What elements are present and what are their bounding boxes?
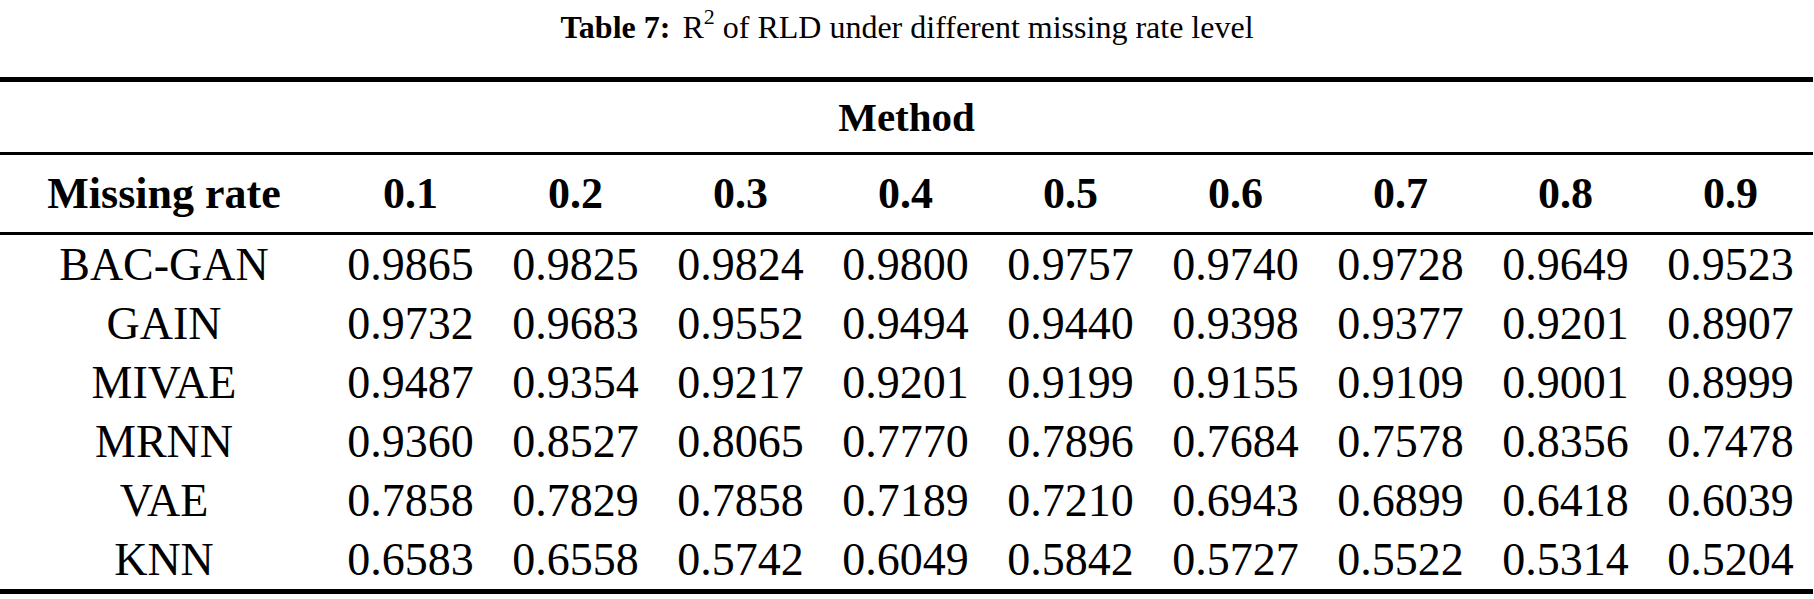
group-header-method: Method xyxy=(0,80,1813,154)
table-cell: 0.5727 xyxy=(1153,530,1318,592)
table-cell: 0.8065 xyxy=(658,412,823,471)
table-cell: 0.9001 xyxy=(1483,353,1648,412)
table-cell: 0.9217 xyxy=(658,353,823,412)
table-cell: 0.9732 xyxy=(328,294,493,353)
table-caption: Table 7: R2 of RLD under different missin… xyxy=(0,0,1814,77)
paper-table-page: Table 7: R2 of RLD under different missin… xyxy=(0,0,1814,599)
table-cell: 0.9683 xyxy=(493,294,658,353)
row-label: MIVAE xyxy=(0,353,328,412)
table-row-vae: VAE 0.7858 0.7829 0.7858 0.7189 0.7210 0… xyxy=(0,471,1813,530)
table-cell: 0.9800 xyxy=(823,234,988,295)
table-cell: 0.9824 xyxy=(658,234,823,295)
table-caption-text: of RLD under different missing rate leve… xyxy=(715,7,1254,47)
table-cell: 0.9649 xyxy=(1483,234,1648,295)
table-cell: 0.9109 xyxy=(1318,353,1483,412)
column-header-0.3: 0.3 xyxy=(658,154,823,234)
table-cell: 0.5522 xyxy=(1318,530,1483,592)
table-cell: 0.9398 xyxy=(1153,294,1318,353)
table-cell: 0.5742 xyxy=(658,530,823,592)
table-cell: 0.9825 xyxy=(493,234,658,295)
table-cell: 0.9201 xyxy=(1483,294,1648,353)
table-cell: 0.7858 xyxy=(328,471,493,530)
row-label: KNN xyxy=(0,530,328,592)
table-cell: 0.9757 xyxy=(988,234,1153,295)
column-header-0.2: 0.2 xyxy=(493,154,658,234)
metric-symbol: R xyxy=(682,9,703,45)
table-cell: 0.7896 xyxy=(988,412,1153,471)
metric-exponent: 2 xyxy=(704,4,715,29)
table-cell: 0.9552 xyxy=(658,294,823,353)
table-row-mrnn: MRNN 0.9360 0.8527 0.8065 0.7770 0.7896 … xyxy=(0,412,1813,471)
table-row-mivae: MIVAE 0.9487 0.9354 0.9217 0.9201 0.9199… xyxy=(0,353,1813,412)
table-cell: 0.6418 xyxy=(1483,471,1648,530)
row-label: GAIN xyxy=(0,294,328,353)
table-cell: 0.9199 xyxy=(988,353,1153,412)
table-row-knn: KNN 0.6583 0.6558 0.5742 0.6049 0.5842 0… xyxy=(0,530,1813,592)
column-header-missing-rate: Missing rate xyxy=(0,154,328,234)
table-cell: 0.9360 xyxy=(328,412,493,471)
row-label: VAE xyxy=(0,471,328,530)
column-header-0.1: 0.1 xyxy=(328,154,493,234)
column-header-row: Missing rate 0.1 0.2 0.3 0.4 0.5 0.6 0.7… xyxy=(0,154,1813,234)
table-cell: 0.7770 xyxy=(823,412,988,471)
column-header-0.9: 0.9 xyxy=(1648,154,1813,234)
table-cell: 0.5314 xyxy=(1483,530,1648,592)
table-cell: 0.6899 xyxy=(1318,471,1483,530)
table-cell: 0.7210 xyxy=(988,471,1153,530)
group-header-row: Method xyxy=(0,80,1813,154)
table-cell: 0.8907 xyxy=(1648,294,1813,353)
table-cell: 0.9377 xyxy=(1318,294,1483,353)
table-cell: 0.7478 xyxy=(1648,412,1813,471)
table-cell: 0.6558 xyxy=(493,530,658,592)
table-cell: 0.7684 xyxy=(1153,412,1318,471)
column-header-0.4: 0.4 xyxy=(823,154,988,234)
table-cell: 0.5842 xyxy=(988,530,1153,592)
table-cell: 0.9728 xyxy=(1318,234,1483,295)
table-cell: 0.6583 xyxy=(328,530,493,592)
table-row-gain: GAIN 0.9732 0.9683 0.9552 0.9494 0.9440 … xyxy=(0,294,1813,353)
table-cell: 0.6049 xyxy=(823,530,988,592)
table-cell: 0.9865 xyxy=(328,234,493,295)
results-table: Method Missing rate 0.1 0.2 0.3 0.4 0.5 … xyxy=(0,77,1813,594)
table-cell: 0.8999 xyxy=(1648,353,1813,412)
table-cell: 0.6039 xyxy=(1648,471,1813,530)
table-caption-number: Table 7: xyxy=(560,7,670,47)
table-cell: 0.9487 xyxy=(328,353,493,412)
table-cell: 0.9155 xyxy=(1153,353,1318,412)
column-header-0.6: 0.6 xyxy=(1153,154,1318,234)
table-cell: 0.7858 xyxy=(658,471,823,530)
row-label: BAC-GAN xyxy=(0,234,328,295)
table-cell: 0.8356 xyxy=(1483,412,1648,471)
table-cell: 0.8527 xyxy=(493,412,658,471)
table-cell: 0.5204 xyxy=(1648,530,1813,592)
column-header-0.5: 0.5 xyxy=(988,154,1153,234)
table-cell: 0.6943 xyxy=(1153,471,1318,530)
table-cell: 0.9201 xyxy=(823,353,988,412)
table-cell: 0.9494 xyxy=(823,294,988,353)
table-cell: 0.7189 xyxy=(823,471,988,530)
column-header-0.8: 0.8 xyxy=(1483,154,1648,234)
table-cell: 0.9440 xyxy=(988,294,1153,353)
table-cell: 0.9354 xyxy=(493,353,658,412)
table-cell: 0.9523 xyxy=(1648,234,1813,295)
table-caption-metric: R2 xyxy=(682,7,714,47)
table-cell: 0.7578 xyxy=(1318,412,1483,471)
table-row-bac-gan: BAC-GAN 0.9865 0.9825 0.9824 0.9800 0.97… xyxy=(0,234,1813,295)
table-cell: 0.7829 xyxy=(493,471,658,530)
table-cell: 0.9740 xyxy=(1153,234,1318,295)
column-header-0.7: 0.7 xyxy=(1318,154,1483,234)
row-label: MRNN xyxy=(0,412,328,471)
